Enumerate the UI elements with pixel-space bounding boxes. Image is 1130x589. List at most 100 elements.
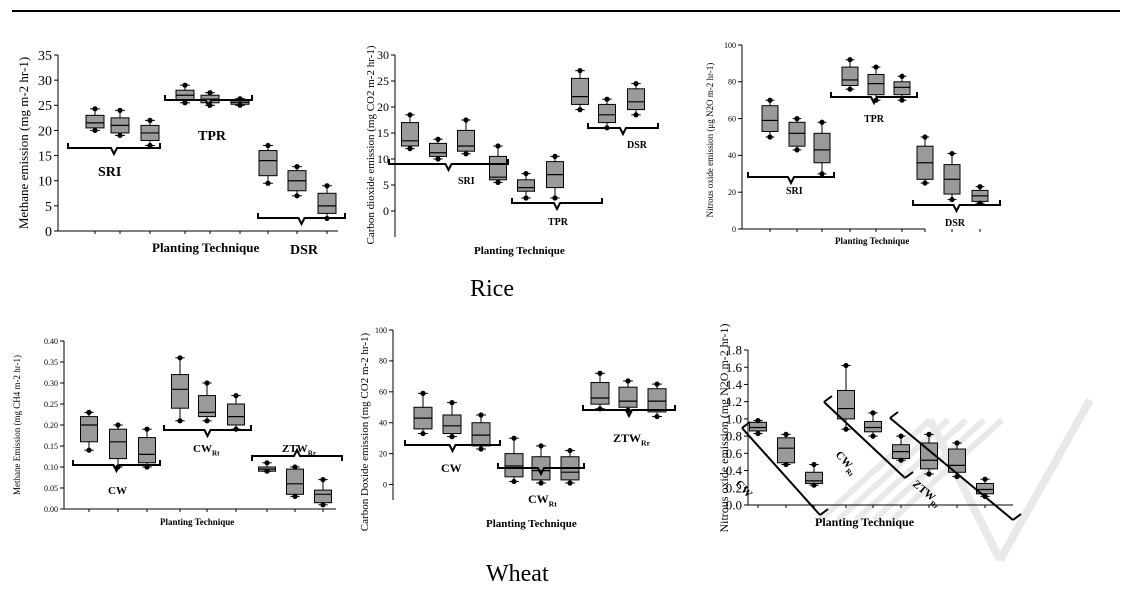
- outlier-min: [265, 180, 271, 186]
- outlier-min: [237, 102, 243, 108]
- y-tick-label: 40: [728, 151, 736, 160]
- outlier-max: [86, 409, 92, 415]
- outlier-max: [977, 184, 983, 190]
- group-label: ZTWRr: [909, 478, 945, 511]
- group-label: ZTWRr: [282, 443, 317, 457]
- y-axis-title: Carbon dioxide emission (mg CO2 m-2 hr-1…: [365, 45, 377, 244]
- y-tick-label: 1.8: [726, 343, 742, 358]
- outlier-max: [144, 426, 150, 432]
- outlier-max: [625, 378, 631, 384]
- group-label: DSR: [627, 140, 648, 151]
- y-tick-label: 0.05: [44, 484, 58, 493]
- group-label: TPR: [548, 217, 569, 228]
- box-iqr: [893, 81, 911, 96]
- box-iqr: [813, 132, 831, 164]
- box-iqr: [761, 105, 779, 132]
- outlier-min: [819, 171, 825, 177]
- group-label: DSR: [290, 243, 319, 258]
- box-iqr: [171, 374, 189, 409]
- x-axis-title: Planting Technique: [152, 240, 260, 255]
- y-tick-label: 0.40: [44, 337, 58, 346]
- outlier-max: [794, 116, 800, 122]
- outlier-max: [922, 134, 928, 140]
- y-tick-label: 20: [38, 124, 52, 139]
- outlier-min: [577, 107, 583, 113]
- group-bracket: [388, 159, 509, 173]
- group-bracket-end: [823, 395, 833, 403]
- x-axis-title: Planting Technique: [474, 245, 565, 257]
- outlier-min: [449, 434, 455, 440]
- y-tick-label: 60: [379, 388, 387, 397]
- group-bracket: [497, 463, 585, 477]
- outlier-max: [92, 106, 98, 112]
- y-tick-label: 0.20: [44, 421, 58, 430]
- outlier-max: [954, 440, 960, 446]
- y-axis-title: Nitrous oxide emission (mg N2O m-2 hr-1): [717, 323, 731, 532]
- outlier-min: [204, 418, 210, 424]
- group-label: DSR: [945, 218, 966, 229]
- y-tick-label: 30: [377, 48, 389, 62]
- outlier-min: [463, 151, 469, 157]
- group-bracket: [582, 405, 676, 419]
- y-tick-label: 0: [45, 225, 52, 240]
- box-iqr: [517, 179, 535, 192]
- outlier-max: [538, 443, 544, 449]
- outlier-max: [597, 370, 603, 376]
- outlier-max: [115, 422, 121, 428]
- y-tick-label: 10: [377, 152, 389, 166]
- group-label: SRI: [458, 176, 475, 187]
- y-tick-label: 20: [379, 449, 387, 458]
- chart-panel: 0 5 10 15 20 25 30 SRI TPR DSR Planting Technique C…: [365, 45, 659, 257]
- y-tick-label: 0.8: [726, 429, 742, 444]
- box-iqr: [867, 73, 885, 96]
- box-iqr: [618, 386, 638, 408]
- y-tick-label: 0.35: [44, 358, 58, 367]
- group-bracket: [251, 447, 343, 461]
- outlier-max: [463, 117, 469, 123]
- group-bracket: [511, 198, 603, 212]
- outlier-max: [843, 362, 849, 369]
- outlier-min: [870, 433, 876, 439]
- outlier-min: [552, 195, 558, 201]
- box-iqr: [429, 142, 447, 157]
- group-bracket: [889, 417, 1014, 521]
- group-bracket: [164, 95, 253, 109]
- y-axis-title: Methane emission (mg m-2 hr-1): [16, 57, 31, 229]
- outlier-min: [177, 418, 183, 424]
- outlier-min: [783, 461, 789, 468]
- box-iqr: [109, 428, 127, 460]
- y-tick-label: 5: [45, 200, 52, 215]
- y-tick-label: 0.2: [726, 480, 742, 495]
- box-iqr: [457, 129, 475, 152]
- group-bracket-end: [741, 421, 751, 429]
- outlier-max: [899, 73, 905, 79]
- outlier-max: [420, 390, 426, 396]
- outlier-min: [538, 480, 544, 486]
- y-tick-label: 1.2: [726, 394, 742, 409]
- outlier-max: [265, 142, 271, 149]
- outlier-max: [873, 64, 879, 70]
- box-iqr: [198, 395, 216, 418]
- outlier-max: [811, 461, 817, 468]
- outlier-max: [182, 82, 188, 88]
- outlier-min: [843, 426, 849, 432]
- outlier-max: [449, 400, 455, 406]
- y-tick-label: 100: [724, 41, 736, 50]
- outlier-max: [633, 81, 639, 87]
- box-iqr: [85, 114, 105, 129]
- y-tick-label: 0.6: [726, 446, 743, 461]
- y-axis-title: Nitrous oxide emission (μg N2O m-2 hr-1): [705, 63, 715, 218]
- outlier-max: [949, 150, 955, 157]
- watermark-stroke: [926, 418, 1004, 562]
- box-iqr: [138, 437, 156, 464]
- box-iqr: [777, 437, 795, 464]
- group-label: TPR: [864, 114, 885, 125]
- outlier-max: [552, 153, 558, 159]
- outlier-max: [511, 435, 517, 441]
- group-label: CW: [108, 485, 127, 497]
- outlier-max: [292, 464, 298, 470]
- outlier-max: [982, 476, 988, 482]
- group-bracket: [823, 401, 906, 479]
- group-bracket: [587, 123, 659, 137]
- box-iqr: [314, 489, 332, 504]
